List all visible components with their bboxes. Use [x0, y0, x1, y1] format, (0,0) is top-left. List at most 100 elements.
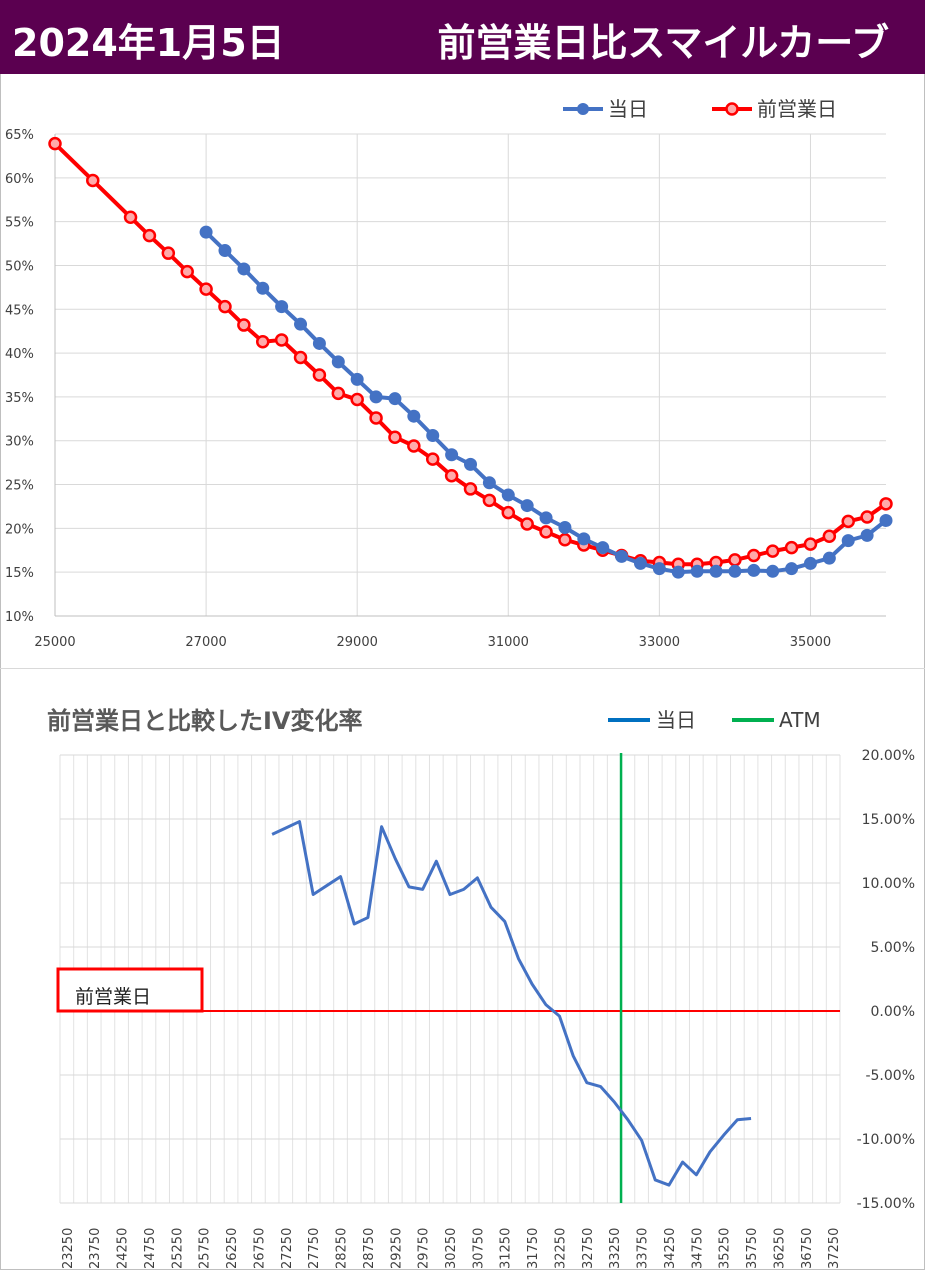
today-point [690, 564, 704, 578]
prev-day-point [312, 368, 327, 382]
prev-day-point [765, 544, 780, 558]
chart2-x-tick: 23250 [61, 1228, 76, 1269]
chart2-x-tick: 29250 [389, 1228, 404, 1269]
chart2-title: 前営業日と比較したIV変化率 [47, 707, 363, 735]
chart2-y-tick: 15.00% [862, 812, 915, 828]
chart2-x-tick: 27250 [280, 1228, 295, 1269]
chart1-x-tick: 35000 [790, 635, 831, 650]
today-point [312, 336, 326, 350]
prev-day-point [841, 514, 855, 529]
iv-change-chart: 前営業日と比較したIV変化率 当日 ATM 20.00% 15.00% 10.00%… [47, 707, 915, 1269]
legend-prev-label: 前営業日 [757, 97, 837, 121]
chart1-y-tick: 55% [5, 216, 34, 231]
chart1-y-tick: 65% [5, 128, 34, 143]
today-point [652, 562, 666, 576]
today-point [633, 556, 647, 570]
chart2-x-tick: 28750 [362, 1228, 377, 1269]
legend-prev-marker [725, 102, 739, 116]
chart1-y-tick: 50% [5, 259, 34, 274]
chart1-y-tick: 45% [5, 303, 34, 318]
chart2-x-tick: 31750 [526, 1228, 541, 1269]
today-point [596, 541, 610, 555]
today-point [615, 549, 629, 563]
prev-day-point [256, 334, 270, 349]
today-point [369, 390, 383, 404]
prev-day-point [48, 136, 62, 151]
today-point [388, 392, 402, 406]
legend-today-marker [577, 103, 589, 115]
chart2-x-tick: 31250 [499, 1228, 514, 1269]
chart1-x-tick: 27000 [185, 635, 226, 650]
prev-day-box [56, 967, 204, 1013]
prev-day-point [331, 386, 346, 401]
today-point [482, 476, 496, 490]
prev-day-point [822, 529, 837, 544]
prev-day-point [237, 318, 251, 332]
smile-curve-chart: 10% 15% 20% 25% 30% 35% 40% 45% 50% 55% 60% 65% 250… [5, 97, 893, 650]
today-point [275, 300, 289, 314]
prev-day-label-box: 前営業日 [56, 967, 204, 1013]
chart2-y-tick: -15.00% [857, 1196, 915, 1212]
prev-day-point [558, 533, 572, 547]
chart1-gridlines [54, 133, 886, 617]
today-point [237, 262, 251, 276]
chart2-y-tick: 5.00% [871, 940, 915, 956]
chart2-y-tick: -10.00% [857, 1132, 915, 1148]
prev-day-point [142, 228, 157, 243]
chart1-y-tick: 35% [5, 391, 34, 406]
today-point [841, 534, 855, 548]
prev-day-point [728, 553, 742, 567]
chart1-y-tick-labels: 10% 15% 20% 25% 30% 35% 40% 45% 50% 55% 60% 65% [5, 128, 34, 625]
prev-day-point [199, 282, 213, 296]
prev-day-point [860, 510, 874, 524]
iv-change-series-line [271, 820, 752, 1187]
header-bar: 2024年1月5日 前営業日比スマイルカーブ [0, 0, 925, 74]
chart1-y-tick: 60% [5, 172, 34, 187]
chart1-y-tick: 40% [5, 347, 34, 362]
prev-day-point [501, 505, 516, 520]
today-point [350, 372, 364, 386]
chart2-x-tick: 28250 [335, 1228, 350, 1269]
prev-day-point [407, 439, 421, 453]
chart2-y-tick: -5.00% [865, 1068, 915, 1084]
chart2-x-tick: 36750 [800, 1228, 815, 1269]
today-point [860, 528, 874, 542]
chart2-x-tick: 36250 [772, 1228, 787, 1269]
prev-day-point [161, 246, 176, 260]
prev-day-point [86, 173, 100, 188]
chart1-y-tick: 25% [5, 479, 34, 494]
chart1-y-tick: 15% [5, 566, 34, 581]
chart2-y-tick: 0.00% [871, 1004, 915, 1020]
today-point [803, 556, 817, 570]
chart2-x-tick: 24750 [143, 1228, 158, 1269]
chart2-y-tick-labels: 20.00% 15.00% 10.00% 5.00% 0.00% -5.00% -10.00… [857, 748, 915, 1212]
prev-day-point [388, 430, 402, 444]
chart2-x-tick-labels: 23250 23750 24250 24750 25250 25750 26250 26750… [61, 1228, 842, 1269]
today-point [331, 355, 345, 369]
chart1-series [48, 136, 893, 579]
chart2-x-tick: 30750 [471, 1228, 486, 1269]
chart1-x-tick: 25000 [34, 635, 75, 650]
chart2-x-tick: 27750 [307, 1228, 322, 1269]
today-point [822, 551, 836, 565]
chart2-x-tick: 30250 [444, 1228, 459, 1269]
legend-change-label: 当日 [656, 708, 696, 732]
prev-day-point [350, 392, 364, 407]
legend-today-label: 当日 [608, 97, 648, 121]
chart2-x-tick: 25250 [170, 1228, 185, 1269]
chart2-legend: 当日 ATM [608, 708, 821, 732]
today-point [426, 428, 440, 442]
chart1-y-tick: 30% [5, 435, 34, 450]
chart2-x-tick: 26750 [252, 1228, 267, 1269]
header-title: 前営業日比スマイルカーブ [437, 21, 889, 65]
chart2-x-tick: 35750 [745, 1228, 760, 1269]
chart-divider [0, 668, 925, 669]
today-point [407, 409, 421, 423]
today-point [671, 565, 685, 579]
today-point [501, 488, 515, 502]
chart1-y-tick: 10% [5, 610, 34, 625]
chart2-x-tick: 23750 [88, 1228, 103, 1269]
prev-day-series-line [53, 142, 888, 567]
chart2-x-tick: 25750 [198, 1228, 213, 1269]
chart2-x-tick: 35250 [718, 1228, 733, 1269]
